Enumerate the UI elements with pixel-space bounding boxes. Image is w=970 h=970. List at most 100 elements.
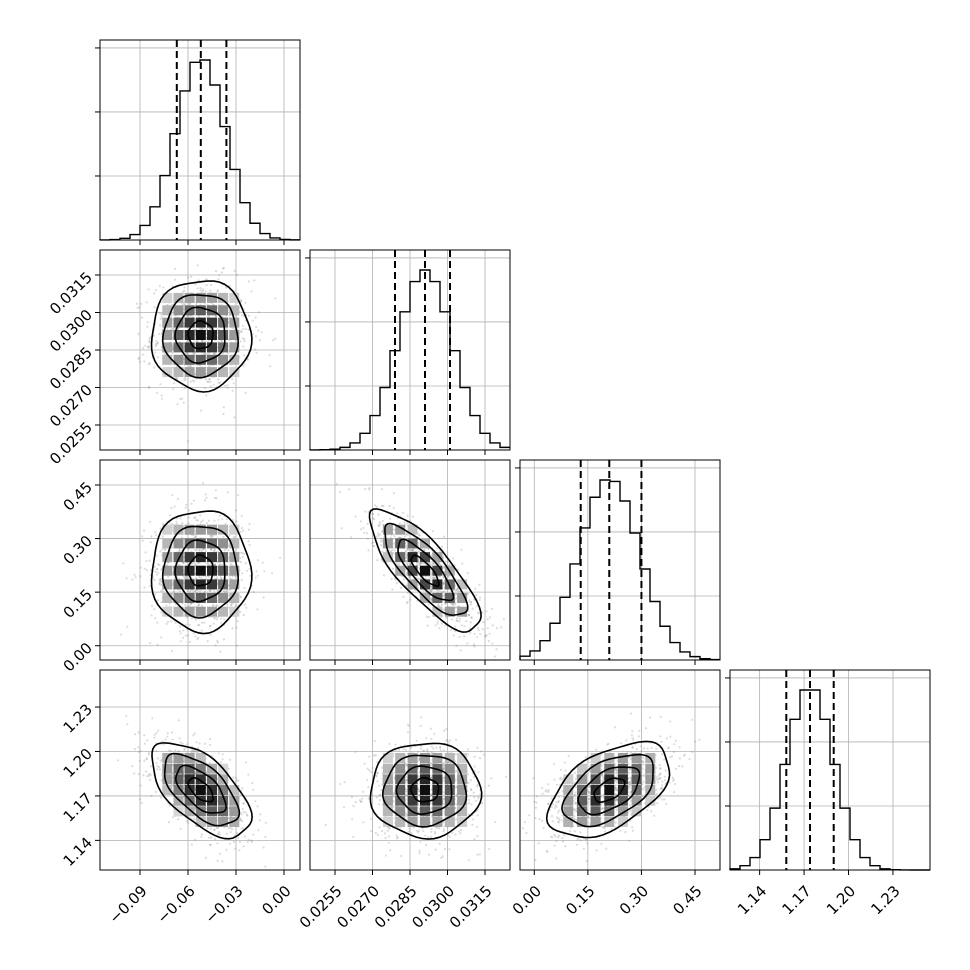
scatter-point: [159, 383, 162, 386]
scatter-point: [138, 360, 142, 363]
scatter-point: [137, 746, 140, 749]
scatter-point: [458, 617, 462, 620]
scatter-point: [145, 301, 148, 304]
scatter-point: [371, 766, 374, 770]
scatter-point: [141, 535, 144, 538]
scatter-point: [201, 289, 205, 292]
scatter-point: [481, 628, 484, 631]
scatter-point: [438, 827, 441, 830]
scatter-point: [194, 590, 197, 593]
scatter-point: [674, 739, 678, 742]
scatter-point: [210, 548, 213, 551]
panel-3-2: [519, 669, 721, 875]
scatter-point: [210, 548, 213, 551]
panel-2-1: [309, 459, 511, 665]
scatter-point: [426, 624, 429, 627]
scatter-point: [217, 518, 220, 521]
scatter-point: [160, 779, 163, 782]
scatter-point: [254, 335, 257, 338]
scatter-point: [441, 855, 444, 858]
scatter-point: [206, 640, 209, 643]
scatter-point: [376, 771, 379, 775]
scatter-point: [133, 573, 136, 576]
scatter-point: [442, 535, 446, 538]
density-cell: [444, 763, 455, 774]
scatter-point: [427, 836, 430, 839]
scatter-point: [186, 589, 189, 592]
scatter-point: [389, 849, 392, 852]
scatter-point: [178, 548, 181, 551]
scatter-point: [196, 264, 199, 267]
scatter-point: [448, 848, 451, 851]
scatter-point: [197, 603, 200, 606]
scatter-point: [166, 732, 169, 735]
scatter-point: [182, 629, 185, 632]
scatter-point: [154, 288, 157, 292]
scatter-point: [195, 549, 198, 552]
density-cell: [173, 538, 184, 549]
scatter-point: [156, 768, 159, 771]
scatter-point: [216, 639, 219, 643]
scatter-point: [171, 352, 174, 355]
scatter-point: [160, 601, 163, 604]
scatter-point: [183, 376, 186, 379]
scatter-point: [209, 385, 213, 388]
scatter-point: [186, 743, 189, 746]
scatter-point: [210, 836, 213, 839]
scatter-point: [167, 575, 170, 578]
scatter-point: [215, 315, 218, 318]
scatter-point: [133, 748, 136, 751]
scatter-point: [429, 577, 432, 580]
density-cell: [218, 538, 229, 549]
scatter-point: [466, 753, 469, 756]
scatter-point: [208, 590, 211, 593]
scatter-point: [256, 574, 259, 577]
scatter-point: [216, 290, 219, 293]
scatter-point: [403, 521, 406, 524]
scatter-point: [442, 798, 445, 801]
density-cell: [432, 753, 443, 763]
density-cell: [162, 354, 173, 365]
scatter-point: [138, 356, 141, 359]
scatter-point: [269, 365, 272, 368]
scatter-point: [219, 650, 222, 653]
scatter-point: [142, 347, 145, 350]
scatter-point: [419, 747, 423, 750]
scatter-point: [204, 856, 207, 860]
density-cell: [420, 817, 430, 827]
scatter-point: [445, 739, 448, 742]
scatter-point: [184, 378, 187, 381]
scatter-point: [478, 598, 481, 602]
scatter-point: [388, 517, 392, 520]
scatter-point: [207, 575, 211, 578]
scatter-point: [186, 821, 190, 824]
density-cell: [162, 763, 173, 774]
scatter-point: [223, 384, 226, 387]
scatter-point: [640, 750, 643, 753]
scatter-point: [177, 328, 180, 331]
scatter-point: [445, 728, 448, 731]
density-cell: [218, 354, 229, 365]
scatter-point: [485, 634, 488, 637]
scatter-point: [434, 848, 437, 851]
scatter-point: [405, 794, 408, 797]
scatter-point: [362, 526, 365, 530]
scatter-point: [139, 575, 142, 578]
scatter-point: [218, 381, 221, 384]
scatter-point: [179, 397, 182, 401]
scatter-point: [237, 779, 240, 782]
scatter-point: [233, 269, 236, 272]
scatter-point: [216, 641, 219, 644]
scatter-point: [201, 340, 204, 343]
scatter-point: [367, 786, 370, 789]
scatter-point: [234, 604, 237, 608]
scatter-point: [396, 836, 399, 839]
scatter-point: [488, 632, 491, 635]
scatter-point: [182, 561, 185, 565]
scatter-point: [476, 611, 479, 615]
scatter-point: [151, 717, 154, 720]
scatter-point: [632, 738, 635, 742]
scatter-point: [390, 577, 393, 581]
scatter-point: [199, 409, 203, 412]
scatter-point: [214, 270, 218, 273]
